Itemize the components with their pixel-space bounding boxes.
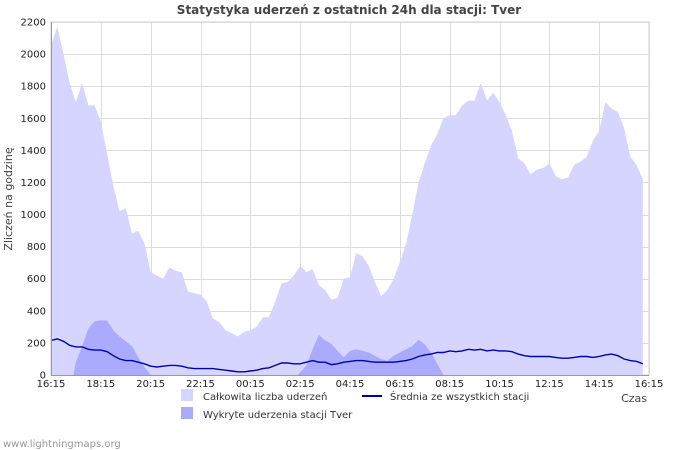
legend-swatch [181,389,193,401]
series-total-area [51,26,643,376]
x-tick-label: 06:15 [385,379,414,390]
legend-label: Średnia ze wszystkich stacji [390,390,529,403]
y-tick-label: 800 [27,242,46,253]
legend-label: Całkowita liczba uderzeń [203,391,327,403]
y-tick-label: 0 [40,371,46,382]
x-tick-label: 08:15 [435,379,464,390]
x-tick-label: 22:15 [186,379,215,390]
footer-credit: www.lightningmaps.org [3,439,121,450]
x-tick-label: 16:15 [635,379,664,390]
y-tick-label: 2200 [21,18,46,29]
series-average-line [50,338,644,373]
y-tick-label: 400 [27,306,46,317]
y-axis-label: Zliczeń na godzinę [2,147,15,250]
x-tick-label: 18:15 [86,379,115,390]
legend-swatch [181,407,193,419]
y-tick-label: 200 [27,338,46,349]
x-tick-label: 20:15 [136,379,165,390]
x-tick-label: 10:15 [485,379,514,390]
x-axis-label: Czas [621,392,647,405]
chart-title: Statystyka uderzeń z ostatnich 24h dla s… [177,3,521,17]
plot-area: 0 200 400 600 800 1000 1200 1400 1600 1800 2000 220… [21,18,664,391]
x-tick-label: 02:15 [286,379,315,390]
y-tick-label: 1000 [21,210,46,221]
y-tick-label: 1400 [21,146,46,157]
x-tick-label: 04:15 [336,379,365,390]
y-tick-label: 1200 [21,178,46,189]
x-tick-label: 12:15 [535,379,564,390]
x-tick-label: 16:15 [37,379,66,390]
y-tick-label: 600 [27,274,46,285]
y-tick-label: 1600 [21,114,46,125]
x-tick-label: 00:15 [236,379,265,390]
legend: Całkowita liczba uderzeń Średnia ze wszys… [181,389,529,421]
legend-label: Wykryte uderzenia stacji Tver [203,410,353,421]
x-tick-label: 14:15 [585,379,614,390]
y-tick-label: 2000 [21,50,46,61]
y-tick-label: 1800 [21,82,46,93]
